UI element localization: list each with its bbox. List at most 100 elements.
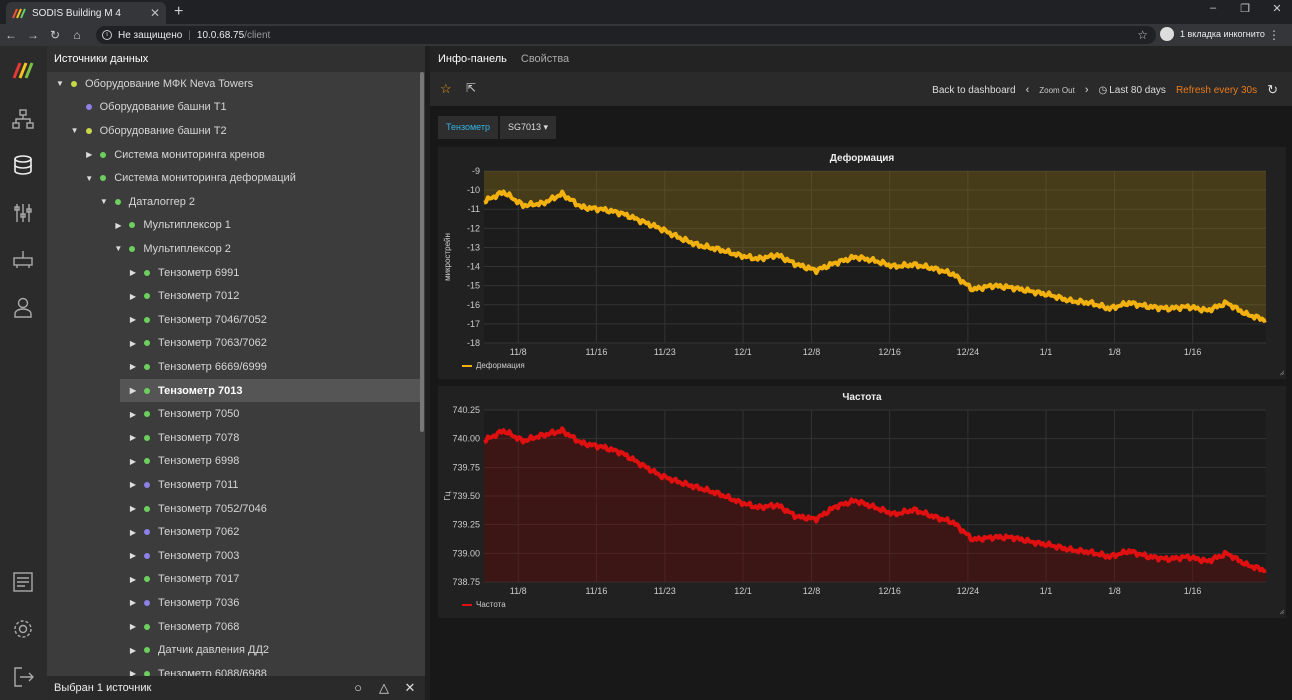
- browser-menu-icon[interactable]: ⋮: [1268, 28, 1280, 42]
- tree-item[interactable]: ▶ Тензометр 6669/6999: [47, 355, 420, 379]
- chevron-right-icon[interactable]: ▶: [129, 291, 137, 301]
- tree-item[interactable]: ▶ Тензометр 7003: [47, 544, 420, 568]
- sliders-icon[interactable]: [12, 202, 34, 224]
- hierarchy-icon[interactable]: [12, 108, 34, 130]
- tree-item[interactable]: ▶ Тензометр 7068: [47, 615, 420, 639]
- variable-select[interactable]: SG7013 ▾: [500, 116, 557, 139]
- favorite-star-icon[interactable]: ☆: [440, 81, 452, 96]
- tree-item[interactable]: ▶ Система мониторинга кренов: [47, 143, 420, 167]
- circle-icon[interactable]: ○: [354, 680, 362, 695]
- refresh-interval-button[interactable]: Refresh every 30s: [1175, 84, 1258, 96]
- settings-icon[interactable]: [12, 618, 34, 640]
- back-to-dashboard-button[interactable]: Back to dashboard: [932, 84, 1016, 96]
- chevron-down-icon[interactable]: ▼: [99, 197, 108, 207]
- chevron-right-icon[interactable]: ▶: [129, 268, 137, 278]
- tree-item[interactable]: ▶ Тензометр 7013: [120, 378, 420, 403]
- y-tick-label: 738.75: [452, 577, 480, 587]
- tree-item[interactable]: ▼ Мультиплексор 2: [47, 237, 420, 261]
- chevron-right-icon[interactable]: ▶: [129, 504, 137, 514]
- chevron-right-icon[interactable]: ▶: [129, 527, 137, 537]
- tree-item[interactable]: ▶ Датчик давления ДД2: [47, 638, 420, 662]
- tree-item[interactable]: ▶ Тензометр 7062: [47, 520, 420, 544]
- tree-item[interactable]: ▶ Тензометр 7011: [47, 473, 420, 497]
- chevron-right-icon[interactable]: ▶: [129, 598, 137, 608]
- chevron-down-icon[interactable]: ▼: [70, 126, 79, 136]
- y-tick-label: 739.75: [452, 462, 480, 472]
- database-icon[interactable]: [12, 154, 34, 176]
- tree-item[interactable]: ▼ Оборудование МФК Neva Towers: [47, 72, 420, 96]
- chevron-right-icon[interactable]: ▶: [129, 456, 137, 466]
- tree-item[interactable]: ▼ Оборудование башни Т2: [47, 119, 420, 143]
- tree-item[interactable]: ▶ Тензометр 7050: [47, 402, 420, 426]
- chevron-right-icon[interactable]: ▶: [129, 645, 137, 655]
- restore-icon[interactable]: ❐: [1240, 3, 1250, 15]
- chevron-right-icon[interactable]: ›: [1084, 84, 1089, 96]
- x-tick-label: 11/23: [654, 586, 676, 596]
- tree-item[interactable]: ▶ Тензометр 7046/7052: [47, 308, 420, 332]
- chevron-right-icon[interactable]: ▶: [129, 433, 137, 443]
- tree-item[interactable]: ▼ Система мониторинга деформаций: [47, 166, 420, 190]
- minimize-icon[interactable]: –: [1209, 2, 1217, 14]
- chevron-right-icon[interactable]: ▶: [129, 386, 137, 396]
- tree-scrollbar[interactable]: [420, 72, 424, 432]
- status-dot: [100, 151, 107, 158]
- info-icon[interactable]: i: [102, 30, 112, 40]
- tree-item[interactable]: ▶ Тензометр 6998: [47, 450, 420, 474]
- tree-item[interactable]: ▶ Тензометр 7017: [47, 568, 420, 592]
- x-tick-label: 11/16: [585, 586, 607, 596]
- tab-properties[interactable]: Свойства: [520, 53, 570, 65]
- refresh-icon[interactable]: ↻: [1267, 82, 1278, 97]
- deformation-legend[interactable]: Деформация: [462, 361, 525, 370]
- tree-item[interactable]: ▶ Тензометр 7052/7046: [47, 497, 420, 521]
- triangle-icon[interactable]: △: [379, 680, 389, 695]
- chevron-right-icon[interactable]: ▶: [129, 622, 137, 632]
- reload-icon[interactable]: ↻: [49, 28, 61, 42]
- chevron-right-icon[interactable]: ▶: [129, 409, 137, 419]
- incognito-indicator[interactable]: 1 вкладка инкогнито: [1160, 27, 1265, 41]
- chevron-right-icon[interactable]: ▶: [129, 551, 137, 561]
- bookmark-star-icon[interactable]: ☆: [1137, 28, 1148, 42]
- new-tab-icon[interactable]: +: [174, 3, 184, 20]
- forward-icon[interactable]: →: [27, 28, 39, 42]
- chevron-right-icon[interactable]: ▶: [129, 669, 137, 676]
- chevron-right-icon[interactable]: ▶: [129, 315, 137, 325]
- chevron-right-icon[interactable]: ▶: [115, 220, 122, 230]
- chevron-down-icon[interactable]: ▼: [85, 173, 94, 183]
- chevron-right-icon[interactable]: ▶: [129, 574, 137, 584]
- chevron-left-icon[interactable]: ‹: [1025, 84, 1030, 96]
- chevron-right-icon[interactable]: ▶: [129, 480, 137, 490]
- back-icon[interactable]: ←: [5, 28, 17, 42]
- tab-info-panel[interactable]: Инфо-панель: [438, 53, 507, 65]
- tree-item[interactable]: ▼ Даталоггер 2: [47, 190, 420, 214]
- tree-item[interactable]: ▶ Тензометр 7036: [47, 591, 420, 615]
- chevron-right-icon[interactable]: ▶: [86, 150, 93, 160]
- user-icon[interactable]: [12, 296, 34, 318]
- tree-item[interactable]: ▶ Тензометр 7012: [47, 284, 420, 308]
- zoom-out-button[interactable]: Zoom Out: [1039, 85, 1075, 95]
- close-window-icon[interactable]: ✕: [1272, 3, 1282, 15]
- share-icon[interactable]: ⇱: [466, 81, 477, 95]
- report-icon[interactable]: [12, 571, 34, 593]
- chevron-right-icon[interactable]: ▶: [129, 362, 137, 372]
- close-tab-icon[interactable]: ✕: [149, 6, 160, 20]
- tree-item[interactable]: ▶ Тензометр 6088/6988: [47, 662, 420, 676]
- home-icon[interactable]: ⌂: [73, 28, 81, 42]
- tree-item[interactable]: ▶ Тензометр 6991: [47, 261, 420, 285]
- time-range-button[interactable]: Last 80 days: [1109, 84, 1166, 96]
- logout-icon[interactable]: [12, 666, 34, 688]
- chevron-down-icon[interactable]: ▼: [56, 79, 64, 89]
- frequency-legend[interactable]: Частота: [462, 600, 506, 609]
- security-label: Не защищено: [118, 29, 183, 41]
- clear-icon[interactable]: ✕: [404, 680, 416, 695]
- tree-item[interactable]: ▶ Мультиплексор 1: [47, 214, 420, 238]
- browser-tab[interactable]: SODIS Building M 4 ✕: [6, 2, 166, 24]
- tree-item[interactable]: ▶ Тензометр 7063/7062: [47, 332, 420, 356]
- tree-item[interactable]: ▶ Тензометр 7078: [47, 426, 420, 450]
- tree-item[interactable]: Оборудование башни Т1: [47, 96, 420, 120]
- url-field[interactable]: i Не защищено | 10.0.68.75 /client ☆: [96, 26, 1156, 44]
- device-icon[interactable]: [12, 249, 34, 271]
- chevron-down-icon[interactable]: ▼: [114, 244, 123, 254]
- brand-logo-icon[interactable]: [12, 58, 34, 80]
- data-sources-title: Источники данных: [47, 46, 425, 72]
- chevron-right-icon[interactable]: ▶: [129, 338, 137, 348]
